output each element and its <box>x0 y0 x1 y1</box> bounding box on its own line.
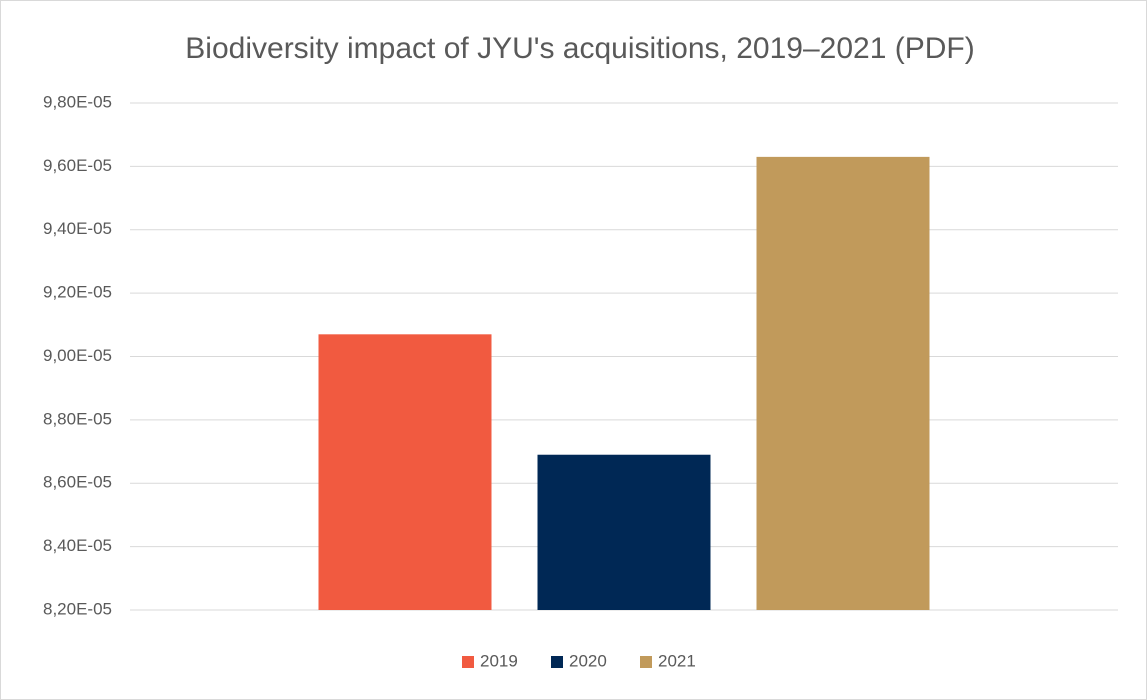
legend-label: 2020 <box>569 651 607 670</box>
y-tick-label: 9,00E-05 <box>43 346 112 365</box>
y-tick-label: 9,20E-05 <box>43 283 112 302</box>
chart-title: Biodiversity impact of JYU's acquisition… <box>185 32 974 65</box>
legend-swatch <box>551 656 563 668</box>
bar <box>537 454 711 610</box>
y-tick-label: 8,40E-05 <box>43 536 112 555</box>
y-tick-label: 9,60E-05 <box>43 156 112 175</box>
legend-label: 2021 <box>658 651 696 670</box>
bar <box>318 334 492 610</box>
legend-swatch <box>462 656 474 668</box>
y-tick-label: 8,20E-05 <box>43 599 112 618</box>
y-tick-label: 9,80E-05 <box>43 92 112 111</box>
y-tick-label: 8,80E-05 <box>43 409 112 428</box>
bar <box>756 156 930 610</box>
y-tick-label: 9,40E-05 <box>43 219 112 238</box>
legend-label: 2019 <box>480 651 518 670</box>
legend-swatch <box>640 656 652 668</box>
y-tick-label: 8,60E-05 <box>43 473 112 492</box>
